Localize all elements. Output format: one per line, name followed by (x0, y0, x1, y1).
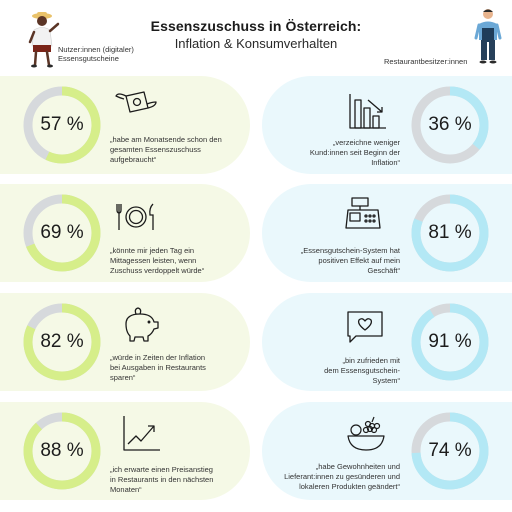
quote-line: aufgebraucht“ (110, 154, 157, 164)
quote-line: Monaten“ (110, 484, 142, 494)
owner-group-label: Restaurantbesitzer:innen (384, 57, 468, 66)
quote-line: Mittagessen leisten, wenn (110, 255, 197, 265)
quote-line: Geschäft“ (367, 265, 400, 275)
donut-value-arc (411, 86, 489, 164)
donut-ring (23, 194, 101, 272)
quote-line: gesamten Essenszuschuss (110, 144, 201, 154)
woman-user-icon (28, 12, 60, 68)
owner-quote: „verzeichne weniger Kund:innen seit Begi… (286, 138, 400, 167)
user-quote: „würde in Zeiten der Inflation bei Ausga… (110, 353, 250, 382)
donut-value-arc (23, 303, 101, 381)
percentage-value: 91 % (428, 331, 472, 352)
plate-cutlery-icon (116, 203, 154, 230)
user-group-label-line: Nutzer:innen (digitaler) (58, 45, 134, 54)
donut-ring (23, 86, 101, 164)
user-group-label: Nutzer:innen (digitaler) Essensgutschein… (58, 45, 134, 63)
donut-value-arc (23, 86, 101, 164)
user-group-label-line: Essensgutscheine (58, 54, 119, 63)
heart-message-icon (347, 311, 383, 343)
quote-line: bei Ausgaben in Restaurants (110, 362, 206, 372)
donut-value-arc (23, 412, 101, 490)
donut-chart: 82 % (22, 302, 102, 382)
percentage-value: 69 % (40, 222, 84, 243)
quote-line: Inflation“ (371, 157, 400, 167)
owner-quote: „bin zufrieden mit dem Essensgutschein- … (286, 356, 400, 385)
percentage-value: 74 % (428, 440, 472, 461)
header: Essenszuschuss in Österreich: Inflation … (0, 18, 512, 51)
donut-chart: 69 % (22, 193, 102, 273)
donut-chart: 81 % (410, 193, 490, 273)
donut-value-arc (411, 194, 489, 272)
quote-line: „Essensgutschein-System hat (300, 246, 400, 255)
donut-chart: 57 % (22, 85, 102, 165)
donut-ring (411, 86, 489, 164)
quote-line: „ich erwarte einen Preisanstieg (110, 465, 213, 474)
owner-quote: „Essensgutschein-System hat positiven Ef… (286, 246, 400, 275)
quote-line: Zuschuss verdoppelt würde“ (110, 265, 205, 275)
donut-chart: 74 % (410, 411, 490, 491)
cash-register-icon (345, 197, 381, 229)
quote-line: Lieferant:innen zu gesünderen und (284, 471, 400, 481)
restaurant-owner-icon (474, 9, 502, 64)
donut-value-arc (23, 194, 101, 272)
quote-line: „bin zufrieden mit (342, 356, 400, 365)
money-icon (115, 91, 157, 113)
donut-ring (23, 303, 101, 381)
declining-bars-icon (349, 94, 386, 129)
user-quote: „ich erwarte einen Preisanstieg in Resta… (110, 465, 250, 494)
donut-ring (411, 194, 489, 272)
quote-line: Kund:innen seit Beginn der (309, 147, 400, 157)
fruit-bowl-icon (347, 416, 385, 451)
donut-chart: 36 % (410, 85, 490, 165)
quote-line: System“ (372, 375, 400, 385)
donut-value-arc (411, 412, 489, 490)
donut-value-arc (411, 303, 489, 381)
quote-line: „habe Gewohnheiten und (315, 462, 400, 471)
quote-line: dem Essensgutschein- (324, 365, 400, 375)
quote-line: „habe am Monatsende schon den (110, 135, 222, 144)
quote-line: „verzeichne weniger (332, 138, 400, 147)
quote-line: „könnte mir jeden Tag ein (110, 246, 195, 255)
percentage-value: 82 % (40, 331, 84, 352)
rising-chart-icon (123, 416, 160, 451)
user-quote: „habe am Monatsende schon den gesamten E… (110, 135, 250, 164)
donut-chart: 91 % (410, 302, 490, 382)
donut-chart: 88 % (22, 411, 102, 491)
quote-line: in Restaurants in den nächsten (110, 474, 214, 484)
donut-ring (23, 412, 101, 490)
quote-line: sparen“ (110, 372, 136, 382)
donut-ring (411, 412, 489, 490)
percentage-value: 81 % (428, 222, 472, 243)
page-title: Essenszuschuss in Österreich: (150, 18, 362, 34)
quote-line: „würde in Zeiten der Inflation (110, 353, 206, 362)
quote-line: lokaleren Produkten geändert“ (299, 481, 400, 491)
percentage-value: 57 % (40, 114, 84, 135)
quote-line: positiven Effekt auf mein (318, 255, 400, 265)
owner-quote: „habe Gewohnheiten und Lieferant:innen z… (266, 462, 400, 491)
percentage-value: 36 % (428, 114, 472, 135)
user-quote: „könnte mir jeden Tag ein Mittagessen le… (110, 246, 250, 275)
page-subtitle: Inflation & Konsumverhalten (174, 36, 338, 51)
donut-ring (411, 303, 489, 381)
piggy-bank-icon (125, 307, 159, 342)
percentage-value: 88 % (40, 440, 84, 461)
